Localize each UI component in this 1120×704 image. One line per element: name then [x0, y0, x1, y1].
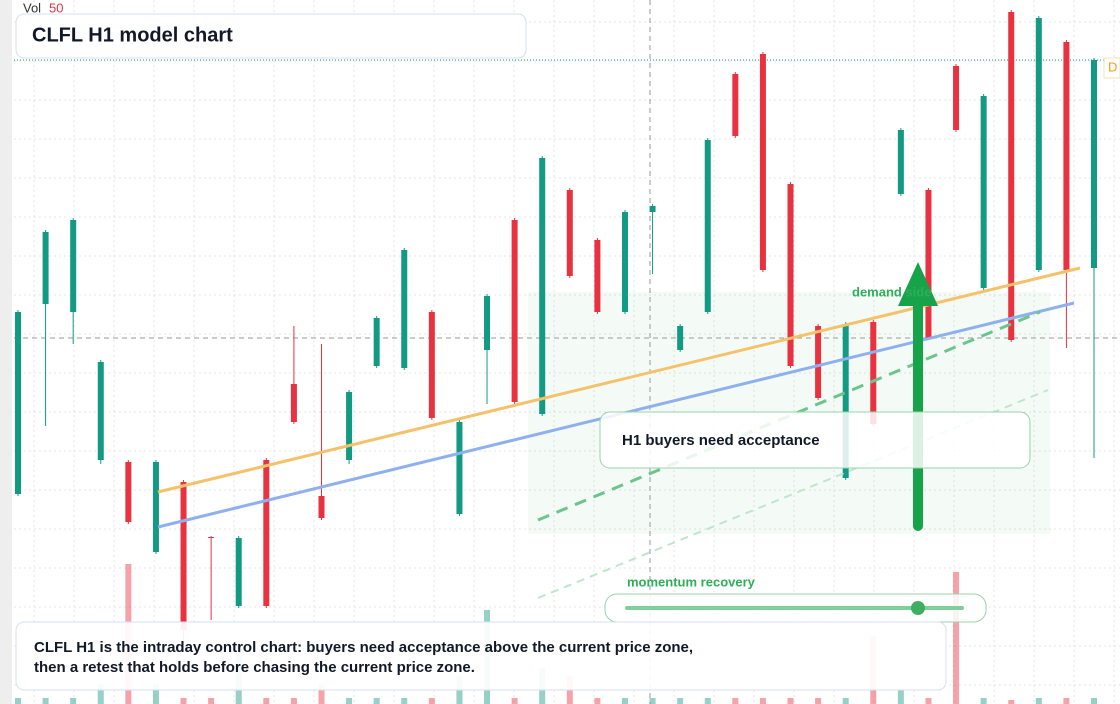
candle-body	[925, 190, 932, 338]
volume-bar	[1063, 698, 1070, 704]
candle-body	[180, 482, 187, 630]
candle-body	[1008, 12, 1015, 340]
candle-body	[373, 318, 380, 366]
candle-body	[1035, 18, 1042, 270]
candle-body	[42, 232, 49, 304]
callout-text: H1 buyers need acceptance	[622, 432, 820, 449]
candle-body	[566, 190, 573, 276]
candle-body	[787, 184, 794, 366]
volume-bar	[815, 698, 822, 704]
volume-bar	[649, 698, 656, 704]
volume-bar	[1035, 698, 1042, 704]
price-tag-label: D	[1108, 59, 1117, 74]
chart-title: CLFL H1 model chart	[32, 24, 233, 46]
price-tag	[1103, 57, 1120, 79]
volume-bar	[152, 684, 159, 704]
volume-bar	[953, 572, 960, 704]
candle-body	[235, 538, 242, 606]
candle-body	[897, 130, 904, 194]
candle-body	[815, 326, 822, 398]
volume-bar	[15, 698, 21, 704]
candle-body	[1091, 60, 1097, 268]
candle-body	[732, 74, 739, 136]
volume-bar	[787, 698, 794, 704]
candle-body	[621, 212, 628, 312]
volume-bar	[759, 698, 766, 704]
volume-bar	[180, 698, 187, 704]
volume-bar	[594, 698, 601, 704]
candle-body	[290, 384, 297, 422]
volume-bar	[980, 698, 987, 704]
candle-body	[842, 324, 849, 478]
candle-body	[870, 322, 877, 424]
candle-body	[97, 362, 104, 460]
volume-bar	[621, 698, 628, 704]
momentum-knob	[911, 601, 925, 615]
volume-bar	[704, 698, 711, 704]
volume-bar	[318, 684, 325, 704]
candle-body	[539, 158, 546, 414]
volume-bar	[925, 698, 932, 704]
volume-bar	[373, 698, 380, 704]
title-box	[15, 13, 527, 59]
volume-bar	[1091, 698, 1097, 704]
candle-body	[346, 392, 353, 460]
volume-bar	[842, 698, 849, 704]
volume-bar	[677, 698, 684, 704]
volume-bar	[97, 684, 104, 704]
channel-line	[537, 389, 1049, 599]
volume-bar	[70, 698, 77, 704]
candle-body	[15, 312, 21, 494]
arrow-head	[898, 262, 938, 306]
candle-body	[208, 537, 215, 538]
candle-body	[125, 462, 132, 522]
candle-body	[318, 496, 325, 518]
volume-bar	[290, 698, 297, 704]
candle-body	[484, 296, 491, 350]
volume-bar	[346, 698, 353, 704]
footer-line: CLFL H1 is the intraday control chart: b…	[34, 639, 693, 656]
candle-body	[759, 54, 766, 270]
volume-bar	[263, 698, 270, 704]
candle-body	[401, 250, 408, 368]
candle-body	[594, 240, 601, 312]
volume-bar	[1008, 700, 1015, 704]
volume-label: Vol	[23, 0, 41, 15]
volume-bar	[428, 698, 435, 704]
volume-bar	[401, 698, 408, 704]
momentum-label: momentum recovery	[627, 574, 756, 589]
candle-body	[980, 96, 987, 288]
candle-body	[152, 462, 159, 552]
candle-body	[456, 422, 463, 514]
zone-label: demand side	[852, 284, 931, 299]
candle-body	[1063, 42, 1070, 270]
candle-body	[511, 220, 518, 402]
candle-body	[649, 206, 656, 212]
candle-body	[428, 312, 435, 418]
footer-line: then a retest that holds before chasing …	[34, 659, 475, 676]
candle-body	[704, 140, 711, 312]
volume-bar	[732, 698, 739, 704]
footer-box	[15, 621, 947, 691]
left-edge	[0, 0, 12, 704]
volume-bar	[42, 698, 49, 704]
volume-bar	[208, 698, 215, 704]
candle-body	[953, 66, 960, 130]
candle-body	[70, 220, 77, 312]
callout-box	[599, 411, 1031, 469]
volume-length: 50	[49, 0, 63, 15]
volume-bar	[897, 690, 904, 704]
volume-bar	[511, 698, 518, 704]
candle-body	[677, 326, 684, 350]
candle-body	[263, 460, 270, 606]
